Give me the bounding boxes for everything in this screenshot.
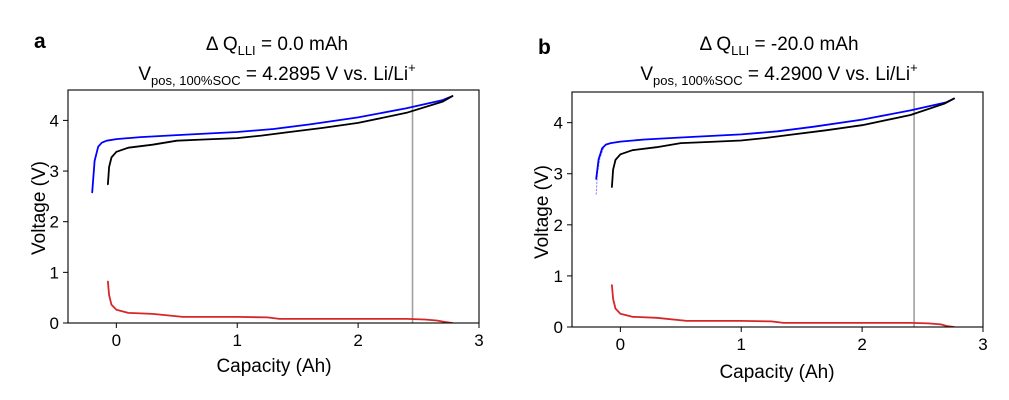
y-tick-label: 4: [554, 114, 563, 133]
panel-letter: b: [538, 36, 551, 59]
panel-a: a Δ QLLI = 0.0 mAh Vpos, 100%SOC = 4.289…: [29, 30, 484, 377]
x-tick-label: 0: [112, 331, 121, 350]
x-tick-label: 2: [353, 331, 362, 350]
y-tick-label: 3: [554, 165, 563, 184]
axes-frame: [571, 91, 984, 328]
y-tick-label: 2: [50, 213, 59, 232]
x-tick-label: 2: [857, 335, 866, 354]
series-positive-electrode: [595, 97, 955, 180]
y-tick-label: 2: [554, 216, 563, 235]
y-axis-label: Voltage (V): [532, 165, 553, 259]
panel-letter: a: [34, 30, 46, 53]
chart-title-line2: Vpos, 100%SOC = 4.2900 V vs. Li/Li+: [640, 60, 917, 88]
y-tick-label: 0: [554, 318, 563, 337]
y-tick-label: 3: [50, 162, 59, 181]
axes-frame: [67, 89, 480, 324]
x-axis-label: Capacity (Ah): [719, 362, 834, 383]
plot-area: [91, 90, 454, 323]
series-full-cell: [107, 95, 454, 186]
x-tick-label: 1: [737, 335, 746, 354]
series-negative-electrode: [611, 284, 955, 327]
chart-title-line1: Δ QLLI = 0.0 mAh: [206, 34, 348, 58]
y-tick-label: 1: [554, 267, 563, 286]
y-tick-label: 4: [50, 111, 59, 130]
y-tick-label: 0: [50, 314, 59, 333]
series-positive-electrode: [91, 95, 454, 194]
y-tick-label: 1: [50, 263, 59, 282]
x-tick-label: 0: [616, 335, 625, 354]
plot-area: [595, 92, 955, 327]
series-negative-electrode: [107, 280, 454, 323]
x-tick-label: 1: [233, 331, 242, 350]
chart-title-line1: Δ QLLI = -20.0 mAh: [699, 34, 858, 58]
x-tick-label: 3: [978, 335, 987, 354]
y-axis-label: Voltage (V): [29, 161, 50, 255]
chart-title-line2: Vpos, 100%SOC = 4.2895 V vs. Li/Li+: [138, 60, 415, 88]
series-full-cell: [611, 97, 955, 188]
panel-b: b Δ QLLI = -20.0 mAh Vpos, 100%SOC = 4.2…: [532, 34, 988, 383]
x-tick-label: 3: [474, 331, 483, 350]
x-axis-label: Capacity (Ah): [216, 356, 331, 377]
